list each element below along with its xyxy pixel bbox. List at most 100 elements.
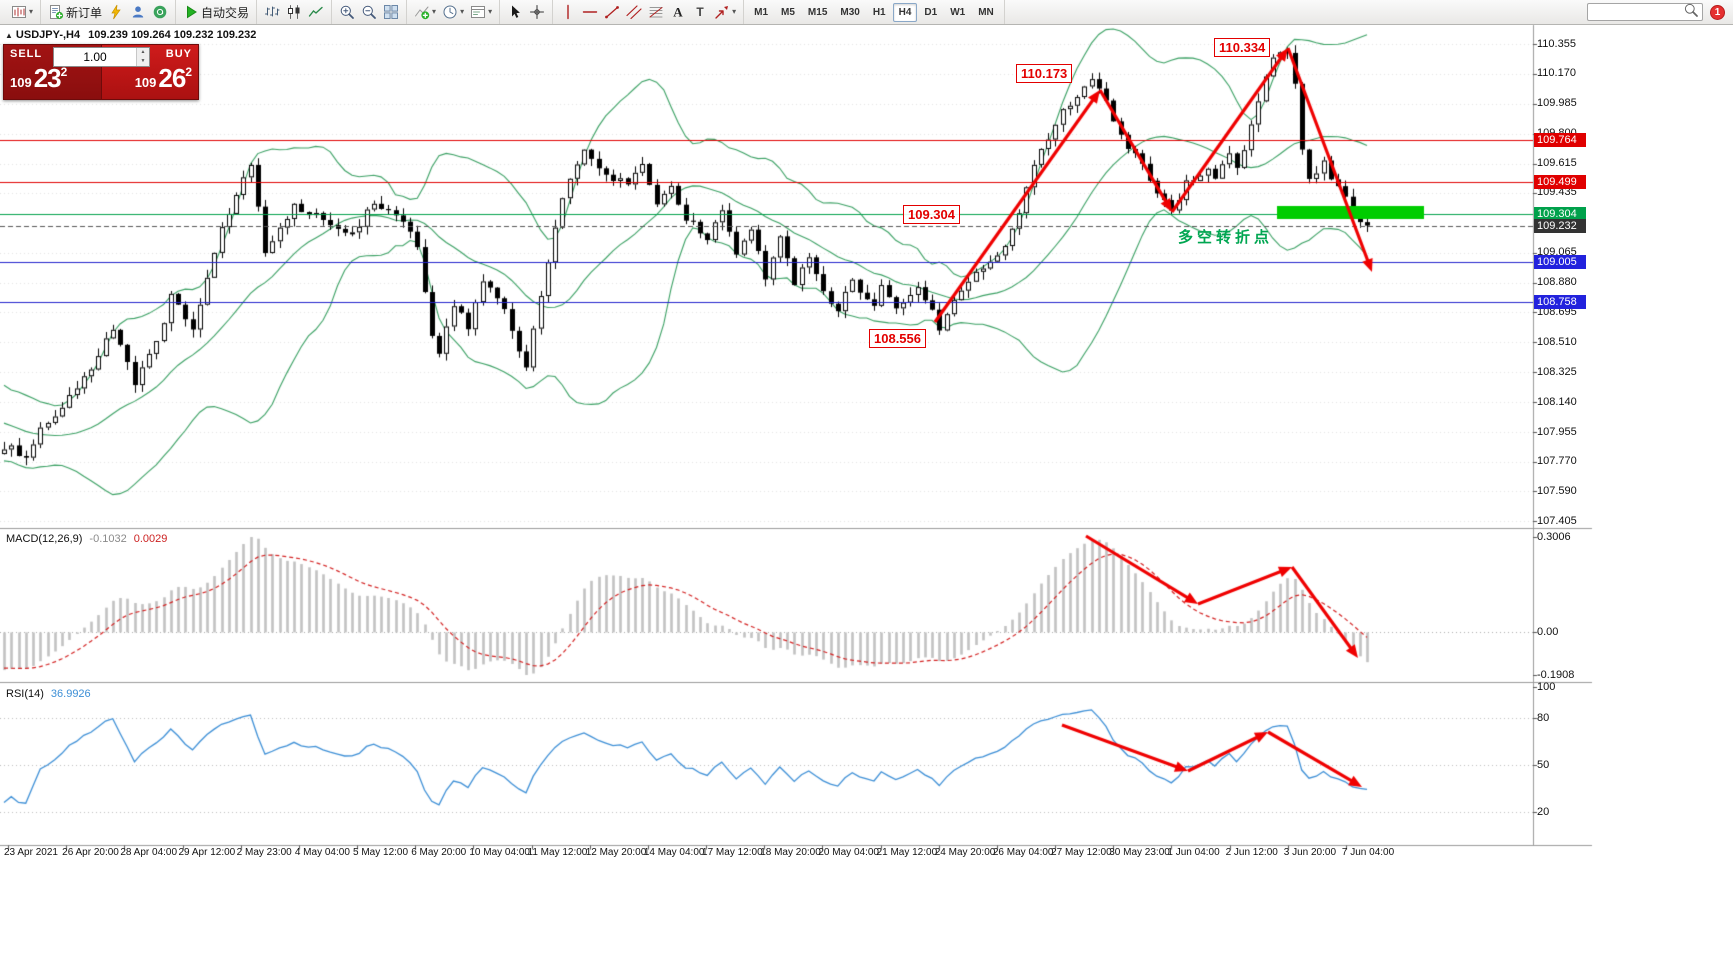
one-click-trading-panel: SELL 109232 BUY 109262 ▲▼: [3, 44, 199, 100]
toolbar-bar-chart-button[interactable]: [261, 2, 283, 22]
price-scale[interactable]: 110.355110.170109.985109.800109.615109.4…: [1534, 25, 1592, 863]
buy-price: 109262: [134, 63, 192, 93]
toolbar-group: ▾: [4, 0, 42, 24]
timeframe-h4-button[interactable]: H4: [892, 2, 918, 22]
timeframe-mn-button[interactable]: MN: [978, 6, 994, 18]
toolbar-templates-button[interactable]: ▾: [467, 2, 495, 22]
time-tick-label: 18 May 20:00: [760, 847, 821, 858]
price-tick-label: 108.880: [1537, 276, 1577, 288]
timeframe-m5-button[interactable]: M5: [781, 6, 795, 18]
toolbar-autotrading-button[interactable]: 自动交易: [180, 2, 252, 23]
toolbar-mql-wizard-button[interactable]: [105, 2, 127, 22]
toolbar-text-button[interactable]: A: [667, 2, 689, 22]
rsi-scale-label: 20: [1537, 805, 1550, 818]
svg-text:T: T: [696, 5, 704, 19]
notification-badge[interactable]: 1: [1710, 4, 1725, 20]
level-price-label: 109.499: [1534, 175, 1586, 190]
svg-text:A: A: [673, 5, 683, 20]
toolbar-group: 新订单: [41, 0, 177, 24]
toolbar-group: A T ▾: [553, 0, 745, 24]
toolbar-group: ▾ ▾ ▾: [407, 0, 501, 24]
toolbar-periods-button[interactable]: ▾: [439, 2, 467, 22]
time-scale[interactable]: 23 Apr 2021 26 Apr 20:00 28 Apr 04:00 29 Ap…: [0, 846, 1533, 862]
toolbar-arrows-button[interactable]: ▾: [711, 2, 739, 22]
time-tick-label: 11 May 12:00: [527, 847, 588, 858]
symbol-collapse-icon[interactable]: ▲: [5, 31, 13, 40]
level-price-label: 109.304: [1534, 206, 1586, 221]
volume-input[interactable]: [54, 50, 136, 64]
toolbar-zoom-in-button[interactable]: [336, 2, 358, 22]
time-tick-label: 28 Apr 04:00: [120, 847, 178, 858]
time-tick-label: 21 May 12:00: [876, 847, 938, 858]
search-icon: [1683, 2, 1699, 23]
toolbar-market-button[interactable]: [127, 2, 149, 22]
price-tick-label: 108.510: [1537, 335, 1577, 348]
toolbar-trendline-button[interactable]: [601, 2, 623, 22]
toolbar-candle-chart-button[interactable]: [283, 2, 305, 22]
toolbar-cursor-button[interactable]: [504, 2, 526, 22]
price-tick-label: 109.985: [1537, 97, 1577, 110]
toolbar-groups: ▾ 新订单 自动交易 ▾ ▾ ▾ A T ▾ M1 M5 M15 M30 H1 H4 D1 W1 MN: [4, 0, 1587, 24]
sell-label: SELL: [10, 48, 43, 60]
price-tick-label: 108.140: [1537, 395, 1577, 408]
ohlc-values: 109.239 109.264 109.232 109.232: [88, 29, 257, 41]
price-tick-label: 107.955: [1537, 425, 1577, 438]
time-tick-label: 27 May 12:00: [1051, 847, 1112, 858]
timeframe-d1-button[interactable]: D1: [924, 6, 938, 18]
time-tick-label: 2 Jun 12:00: [1225, 847, 1278, 858]
ohlc-header: ▲ USDJPY-,H4 109.239 109.264 109.232 109.2…: [5, 29, 256, 41]
timeframe-w1-button[interactable]: W1: [950, 6, 966, 18]
toolbar-community-button[interactable]: [149, 2, 171, 22]
toolbar-text-label-button[interactable]: T: [689, 2, 711, 22]
toolbar-indicators-button[interactable]: ▾: [411, 2, 439, 22]
volume-spin-buttons[interactable]: ▲ ▼: [136, 48, 149, 66]
toolbar-zoom-out-button[interactable]: [358, 2, 380, 22]
timeframe-m30-button[interactable]: M30: [840, 6, 860, 18]
toolbar-equidistant-channel-button[interactable]: [623, 2, 645, 22]
price-annotation-box[interactable]: 110.334: [1214, 38, 1271, 57]
price-annotation-box[interactable]: 109.304: [903, 205, 960, 224]
time-tick-label: 20 May 04:00: [818, 847, 879, 858]
toolbar-tile-windows-button[interactable]: [380, 2, 402, 22]
rsi-indicator-label: RSI(14) 36.9926: [6, 688, 91, 700]
price-tick-label: 107.590: [1537, 484, 1577, 497]
timeframe-h1-button[interactable]: H1: [872, 6, 886, 18]
turning-point-note[interactable]: 多空转折点: [1178, 229, 1274, 246]
time-tick-label: 24 May 20:00: [934, 847, 996, 858]
toolbar-new-order-button[interactable]: 新订单: [45, 2, 105, 23]
price-annotation-box[interactable]: 108.556: [869, 329, 926, 348]
price-tick-label: 109.065: [1537, 246, 1577, 259]
toolbar-group: [257, 0, 333, 24]
spin-down-icon[interactable]: ▼: [137, 57, 149, 66]
current-price-label: 109.232: [1534, 218, 1586, 233]
symbol-label: USDJPY-,H4: [15, 29, 81, 41]
macd-indicator-label: MACD(12,26,9) -0.1032 0.0029: [6, 533, 168, 545]
sell-button[interactable]: SELL 109232: [4, 45, 101, 99]
spin-up-icon[interactable]: ▲: [137, 48, 149, 57]
timeframe-m15-button[interactable]: M15: [807, 6, 828, 18]
toolbar-fibonacci-button[interactable]: [645, 2, 667, 22]
time-tick-label: 26 Apr 20:00: [62, 847, 119, 858]
rsi-scale-label: 50: [1537, 759, 1550, 771]
time-tick-label: 29 Apr 12:00: [178, 847, 236, 858]
search-box[interactable]: [1587, 3, 1703, 21]
toolbar-vertical-line-button[interactable]: [557, 2, 579, 22]
toolbar-group: 自动交易: [176, 0, 258, 24]
search-input[interactable]: [1591, 6, 1683, 18]
timeframe-m1-button[interactable]: M1: [754, 6, 769, 18]
toolbar-line-chart-button[interactable]: [305, 2, 327, 22]
time-tick-label: 12 May 20:00: [585, 847, 647, 858]
level-price-label: 109.005: [1534, 255, 1586, 270]
time-tick-label: 14 May 04:00: [643, 847, 705, 858]
toolbar-horizontal-line-button[interactable]: [579, 2, 601, 22]
time-tick-label: 23 Apr 2021: [4, 847, 58, 858]
price-tick-label: 107.770: [1537, 455, 1577, 468]
price-annotation-box[interactable]: 110.173: [1016, 64, 1073, 83]
main-toolbar: ▾ 新订单 自动交易 ▾ ▾ ▾ A T ▾ M1 M5 M15 M30 H1 H4 D1 W1 MN 1: [0, 0, 1733, 25]
toolbar-crosshair-button[interactable]: [526, 2, 548, 22]
rsi-scale-label: 80: [1537, 712, 1550, 725]
time-tick-label: 30 May 23:00: [1109, 847, 1170, 858]
toolbar-chart-window-button[interactable]: ▾: [8, 2, 36, 22]
volume-stepper[interactable]: ▲▼: [53, 47, 150, 67]
